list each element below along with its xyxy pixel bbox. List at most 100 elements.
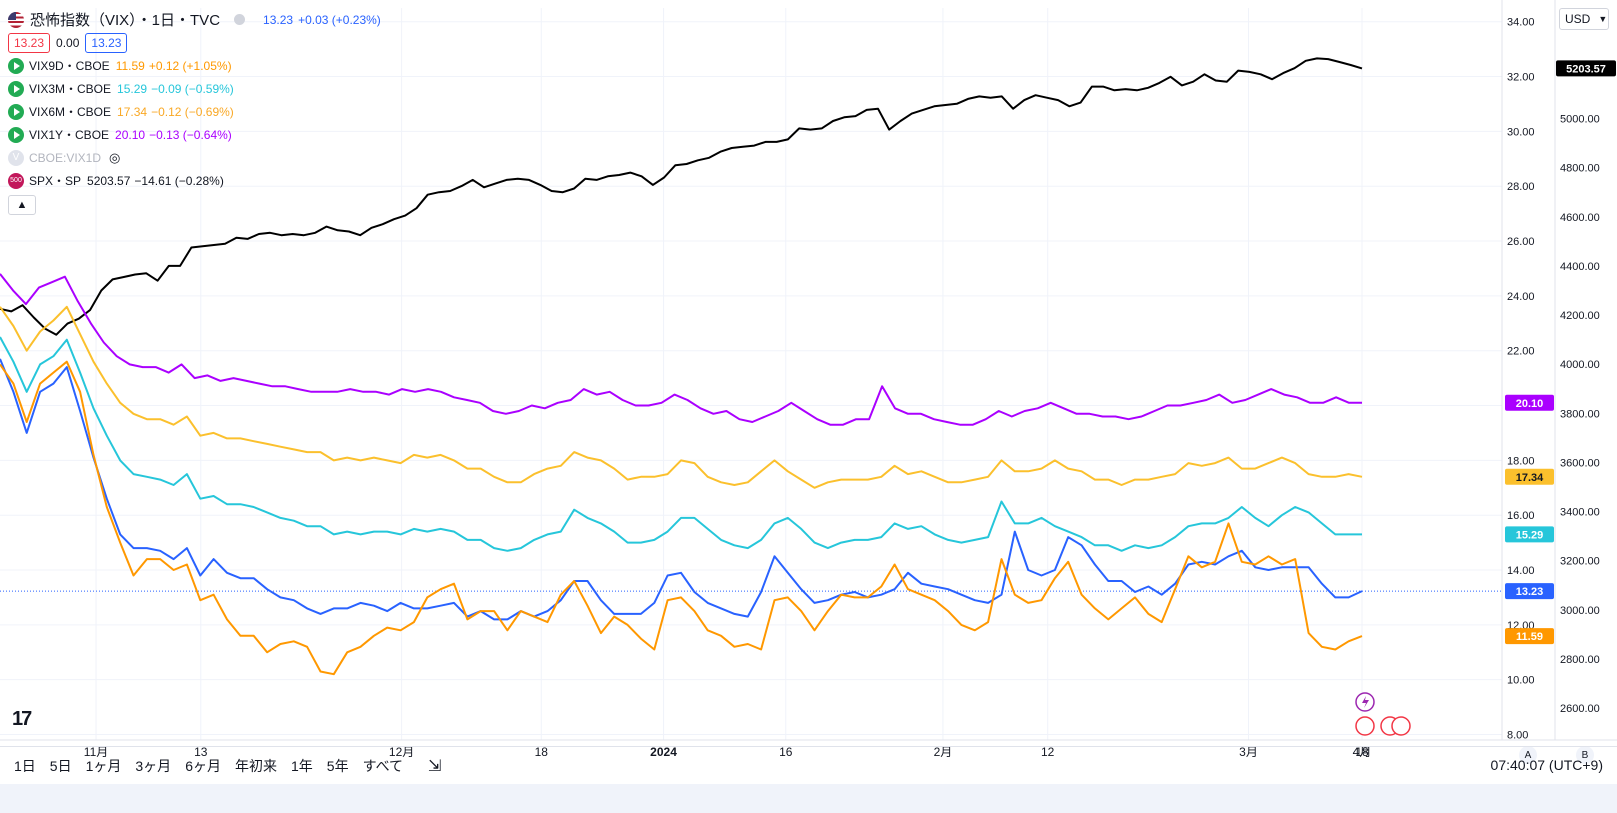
auto-scale-button[interactable]: A	[1519, 746, 1537, 764]
ask-pill[interactable]: 13.23	[85, 32, 128, 53]
left-tick-label: 8.00	[1507, 730, 1528, 742]
symbol-title[interactable]: 恐怖指数（VIX）・1日・TVC	[30, 12, 221, 29]
right-tick-label: 3000.00	[1560, 605, 1600, 617]
range-button[interactable]: すべて	[362, 758, 404, 774]
price-change: +0.03 (+0.23%)	[298, 12, 381, 27]
spread-value: 0.00	[56, 35, 80, 50]
currency-selector[interactable]: USD ▼	[1559, 8, 1609, 30]
range-button[interactable]: 年初来	[234, 758, 277, 774]
series-line	[0, 305, 1363, 489]
x-tick-label: 18	[535, 745, 549, 759]
series-play-icon[interactable]	[8, 80, 24, 97]
minus-icon[interactable]	[234, 14, 246, 25]
bottom-strip	[0, 784, 1617, 813]
last-value-badge	[1505, 468, 1554, 485]
last-value-label: 15.29	[1516, 529, 1544, 541]
range-button[interactable]: 5日	[49, 758, 72, 774]
series-value: 15.29	[117, 81, 148, 96]
series-name: SPX・SP	[29, 174, 82, 188]
left-tick-label: 24.00	[1507, 291, 1535, 303]
collapse-legend-button[interactable]: ▲	[8, 194, 36, 215]
clock[interactable]: 07:40:07 (UTC+9)	[1490, 757, 1603, 773]
range-button[interactable]: 1日	[14, 758, 36, 774]
range-button[interactable]: 5年	[326, 758, 349, 774]
legend-row-spx[interactable]: 500 SPX・SP 5203.57 −14.61 (−0.28%)	[8, 169, 381, 192]
series-line	[0, 336, 1362, 552]
last-value-label: 17.34	[1516, 472, 1544, 484]
range-button[interactable]: 1年	[290, 758, 313, 774]
range-button[interactable]: 1ヶ月	[85, 758, 122, 774]
right-tick-label: 3800.00	[1560, 408, 1600, 420]
legend-row-vix1y[interactable]: VIX1Y・CBOE 20.10 −0.13 (−0.64%)	[8, 123, 381, 146]
series-name: VIX3M・CBOE	[29, 82, 112, 96]
last-value-label: 20.10	[1516, 398, 1544, 410]
x-tick-label: 16	[779, 745, 793, 759]
legend-row-vix6m[interactable]: VIX6M・CBOE 17.34 −0.12 (−0.69%)	[8, 100, 381, 123]
series-value: 20.10	[115, 127, 146, 142]
x-tick-label: 12	[1041, 745, 1055, 759]
last-value-label: 13.23	[1516, 586, 1544, 598]
eye-off-icon[interactable]: ◎	[109, 149, 121, 165]
series-play-icon[interactable]	[8, 57, 24, 74]
series-line	[0, 273, 1362, 426]
right-tick-label: 5000.00	[1560, 114, 1600, 126]
series-value: 11.59	[115, 58, 145, 73]
x-tick-label: 11月	[84, 745, 108, 759]
series-change: +0.12 (+1.05%)	[148, 58, 232, 73]
series-change: −0.13 (−0.64%)	[149, 127, 232, 142]
time-range-group: 1日 5日 1ヶ月 3ヶ月 6ヶ月 年初来 1年 5年 すべて	[0, 756, 410, 776]
series-change: −0.09 (−0.59%)	[151, 81, 234, 96]
us-flag-event-icon[interactable]	[1391, 716, 1411, 736]
right-tick-label: 4000.00	[1560, 359, 1600, 371]
left-tick-label: 30.00	[1507, 126, 1535, 138]
last-value-badge	[1556, 60, 1616, 77]
range-button[interactable]: 6ヶ月	[185, 758, 221, 774]
x-tick-label: 13	[194, 745, 208, 759]
series-name: VIX6M・CBOE	[29, 105, 112, 119]
spx-icon: 500	[8, 172, 24, 189]
event-icons[interactable]	[1355, 692, 1411, 736]
us-flag-event-icon[interactable]	[1355, 716, 1375, 736]
grid-lines	[0, 8, 1502, 740]
date-range-icon[interactable]: ⇲	[428, 758, 442, 775]
bid-pill[interactable]: 13.23	[8, 32, 51, 53]
series-change: −0.12 (−0.69%)	[151, 104, 234, 119]
legend-row-vix1d-hidden[interactable]: V CBOE:VIX1D ◎	[8, 146, 381, 169]
series-play-icon[interactable]	[8, 103, 24, 120]
series-value: 17.34	[117, 104, 148, 119]
tradingview-logo-icon[interactable]: 17	[12, 708, 32, 730]
last-value-label: 5203.57	[1566, 63, 1606, 75]
left-tick-label: 16.00	[1507, 510, 1535, 522]
price-axes: 34.0032.0030.0028.0026.0024.0022.0020.00…	[1501, 0, 1600, 742]
series-lines	[0, 57, 1363, 676]
series-line	[0, 360, 1363, 676]
log-scale-button[interactable]: B	[1576, 746, 1594, 764]
lightning-glyph	[1362, 696, 1369, 708]
legend-row-vix3m[interactable]: VIX3M・CBOE 15.29 −0.09 (−0.59%)	[8, 77, 381, 100]
x-tick-label: 3月	[1239, 745, 1258, 759]
right-tick-label: 4600.00	[1560, 212, 1600, 224]
hidden-series-icon: V	[8, 149, 24, 166]
right-tick-label: 4400.00	[1560, 261, 1600, 273]
legend-main-row[interactable]: 恐怖指数（VIX）・1日・TVC 13.23 +0.03 (+0.23%)	[8, 8, 381, 31]
series-name: VIX9D・CBOE	[29, 59, 110, 73]
currency-label: USD	[1565, 12, 1591, 26]
last-value-badge	[1505, 526, 1554, 543]
series-play-icon[interactable]	[8, 126, 24, 143]
last-value-labels: 5203.57 20.10 17.34 15.29 13.23 11.59	[1505, 60, 1616, 645]
last-value-label: 11.59	[1516, 631, 1543, 643]
us-flag-icon	[8, 11, 24, 28]
left-tick-label: 22.00	[1507, 346, 1535, 358]
x-tick-label: 4月	[1353, 745, 1372, 759]
left-tick-label: 32.00	[1507, 72, 1535, 84]
right-tick-label: 3200.00	[1560, 556, 1600, 568]
right-tick-label: 2800.00	[1560, 654, 1600, 666]
right-tick-label: 4200.00	[1560, 310, 1600, 322]
left-tick-label: 28.00	[1507, 181, 1535, 193]
last-price: 13.23	[263, 12, 294, 27]
range-button[interactable]: 3ヶ月	[135, 758, 172, 774]
chevron-down-icon: ▼	[1598, 14, 1608, 24]
series-value: 5203.57	[87, 173, 131, 188]
legend-row-vix9d[interactable]: VIX9D・CBOE 11.59 +0.12 (+1.05%)	[8, 54, 381, 77]
